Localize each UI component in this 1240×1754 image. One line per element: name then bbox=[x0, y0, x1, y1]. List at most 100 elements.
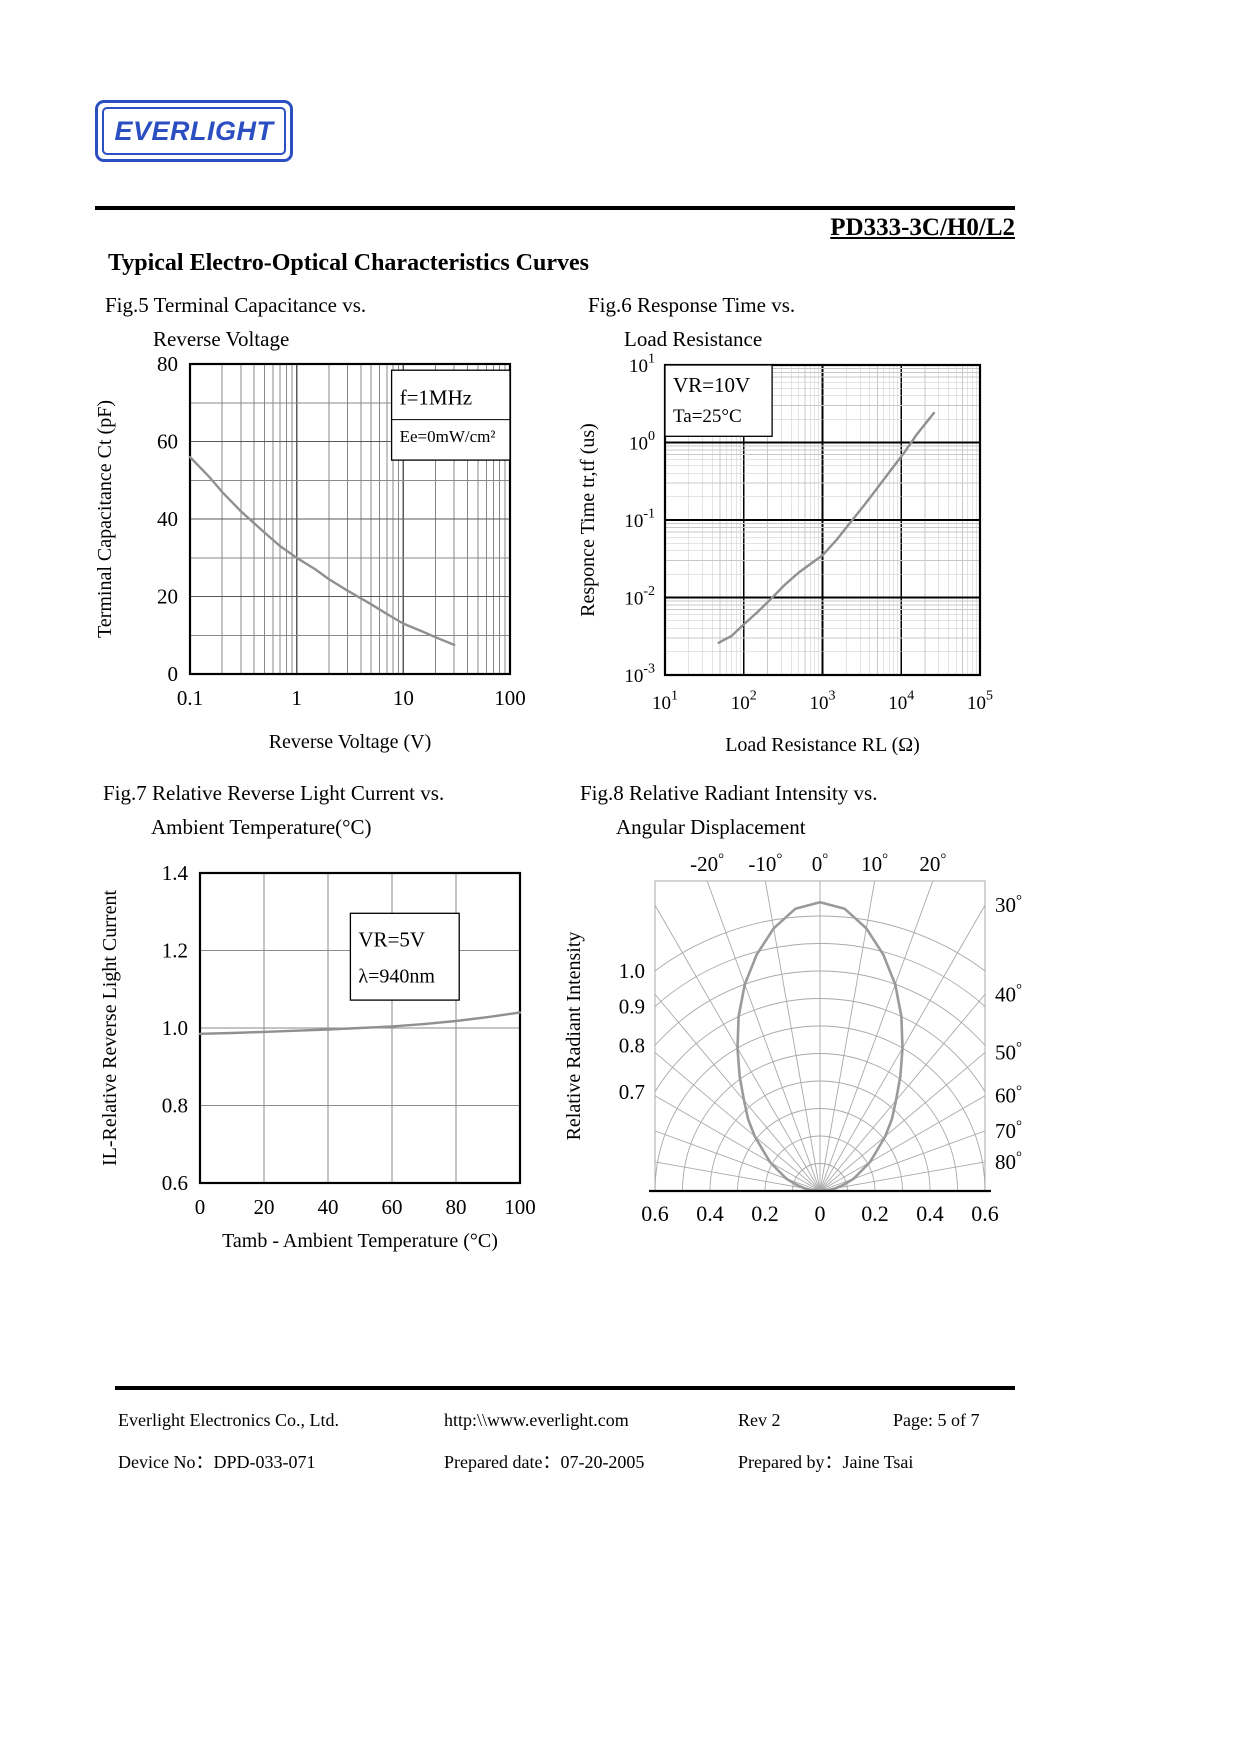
svg-text:-20°: -20° bbox=[690, 852, 724, 876]
svg-text:105: 105 bbox=[967, 689, 993, 715]
header-rule bbox=[95, 206, 1015, 210]
svg-text:80°: 80° bbox=[995, 1150, 1022, 1174]
fig6-response-time-chart: VR=10V Ta=25°C 101 102 103 104 105 10-3 10-2 10-1… bbox=[577, 352, 993, 757]
plot-frame bbox=[663, 363, 982, 677]
annotation-text: Ta=25°C bbox=[673, 406, 742, 427]
svg-text:60°: 60° bbox=[995, 1083, 1022, 1107]
everlight-logo: EVERLIGHT bbox=[95, 100, 293, 162]
x-tick-label: 0 bbox=[195, 1195, 206, 1219]
footer-device-no: Device No：DPD-033-071 bbox=[118, 1452, 316, 1472]
y-tick-label: 0.6 bbox=[162, 1171, 188, 1195]
annotation-text: f=1MHz bbox=[400, 385, 473, 409]
radial-tick-label: 0.9 bbox=[619, 995, 645, 1019]
y-tick-label: 60 bbox=[157, 430, 178, 454]
response-time-curve bbox=[717, 411, 936, 644]
bottom-scale-label: 0.6 bbox=[641, 1201, 669, 1226]
svg-text:50°: 50° bbox=[995, 1040, 1022, 1064]
fig5-caption-line1: Fig.5 Terminal Capacitance vs. bbox=[105, 293, 367, 317]
polar-grid bbox=[655, 881, 985, 1191]
annotation-text: λ=940nm bbox=[358, 966, 435, 988]
y-tick-label: 1.4 bbox=[162, 861, 189, 885]
x-axis-label: Tamb - Ambient Temperature (°C) bbox=[222, 1230, 498, 1252]
fig5-caption: Fig.5 Terminal Capacitance vs. Reverse V… bbox=[105, 288, 366, 356]
svg-text:103: 103 bbox=[810, 689, 836, 715]
relative-reverse-light-current-curve bbox=[198, 1011, 522, 1036]
fig6-caption: Fig.6 Response Time vs. Load Resistance bbox=[588, 288, 795, 356]
fig5-caption-line2: Reverse Voltage bbox=[153, 327, 290, 351]
section-title: Typical Electro-Optical Characteristics … bbox=[108, 250, 590, 276]
y-tick-label: 20 bbox=[157, 585, 178, 609]
svg-text:101: 101 bbox=[629, 352, 655, 378]
bottom-scale-label: 0.4 bbox=[696, 1201, 724, 1226]
y-axis-label: Relative Radiant Intensity bbox=[563, 932, 585, 1141]
svg-text:0°: 0° bbox=[812, 852, 829, 876]
svg-text:104: 104 bbox=[888, 689, 914, 715]
svg-text:102: 102 bbox=[731, 689, 757, 715]
bottom-scale-label: 0 bbox=[815, 1201, 826, 1226]
fig7-caption-line2: Ambient Temperature(°C) bbox=[151, 815, 372, 839]
fig8-caption: Fig.8 Relative Radiant Intensity vs. Ang… bbox=[580, 776, 877, 844]
radial-tick-label: 0.7 bbox=[619, 1080, 645, 1104]
x-axis-label: Load Resistance RL (Ω) bbox=[725, 734, 920, 756]
footer-prepared-by: Prepared by：Jaine Tsai bbox=[738, 1452, 914, 1472]
y-tick-label: 0 bbox=[168, 662, 179, 686]
footer-prepared-date: Prepared date：07-20-2005 bbox=[444, 1452, 645, 1472]
annotation-text: VR=10V bbox=[673, 373, 750, 397]
bottom-scale-label: 0.4 bbox=[916, 1201, 944, 1226]
footer-company: Everlight Electronics Co., Ltd. bbox=[118, 1410, 339, 1430]
plot-frame bbox=[188, 362, 512, 676]
svg-text:10°: 10° bbox=[861, 852, 888, 876]
fig6-caption-line1: Fig.6 Response Time vs. bbox=[588, 293, 796, 317]
y-axis-label: IL-Relative Reverse Light Current bbox=[99, 890, 121, 1166]
x-tick-label: 1 bbox=[291, 686, 302, 710]
y-tick-label: 80 bbox=[157, 352, 178, 376]
bottom-scale-label: 0.2 bbox=[861, 1201, 889, 1226]
terminal-capacitance-curve bbox=[188, 455, 456, 647]
svg-text:10-2: 10-2 bbox=[624, 584, 655, 610]
radiation-pattern-curve bbox=[736, 901, 904, 1191]
bottom-scale-label: 0.6 bbox=[971, 1201, 999, 1226]
x-tick-label: 10 bbox=[393, 686, 414, 710]
y-axis-label: Responce Time tr,tf (us) bbox=[577, 423, 599, 617]
y-tick-label: 1.0 bbox=[162, 1016, 188, 1040]
annotation-box bbox=[664, 364, 773, 437]
svg-text:40°: 40° bbox=[995, 982, 1022, 1006]
svg-text:100: 100 bbox=[629, 429, 655, 455]
x-tick-label: 100 bbox=[504, 1195, 536, 1219]
svg-text:101: 101 bbox=[652, 689, 678, 715]
fig5-terminal-capacitance-chart: f=1MHz Ee=0mW/cm² 0.1 1 10 100 0 20 40 60 80 Revers… bbox=[94, 352, 526, 753]
y-tick-label: 1.2 bbox=[162, 939, 188, 963]
part-number: PD333-3C/H0/L2 bbox=[830, 214, 1015, 241]
bottom-scale-label: 0.2 bbox=[751, 1201, 779, 1226]
annotation-text: Ee=0mW/cm² bbox=[400, 427, 496, 446]
radial-tick-label: 0.8 bbox=[619, 1033, 645, 1057]
radial-tick-label: 1.0 bbox=[619, 959, 645, 983]
y-tick-label: 0.8 bbox=[162, 1094, 188, 1118]
svg-text:10-3: 10-3 bbox=[624, 662, 655, 688]
svg-text:-10°: -10° bbox=[748, 852, 782, 876]
plot-frame bbox=[198, 871, 522, 1185]
everlight-logo-frame: EVERLIGHT bbox=[102, 107, 286, 155]
x-tick-label: 20 bbox=[254, 1195, 275, 1219]
svg-text:70°: 70° bbox=[995, 1119, 1022, 1143]
fig7-caption: Fig.7 Relative Reverse Light Current vs.… bbox=[103, 776, 444, 844]
footer-revision: Rev 2 bbox=[738, 1410, 781, 1430]
x-tick-label: 80 bbox=[446, 1195, 467, 1219]
annotation-box bbox=[349, 912, 460, 1001]
fig8-radiant-intensity-polar-chart: -20° -10° 0° 10° 20° 30° 40° 50° 60° 70° 80° 1.0 0.9… bbox=[563, 852, 1022, 1226]
svg-text:30°: 30° bbox=[995, 893, 1022, 917]
svg-text:20°: 20° bbox=[919, 852, 946, 876]
x-axis-label: Reverse Voltage (V) bbox=[269, 731, 432, 753]
x-tick-label: 100 bbox=[494, 686, 526, 710]
x-tick-label: 0.1 bbox=[177, 686, 203, 710]
annotation-text: VR=5V bbox=[358, 927, 425, 951]
footer-url: http:\\www.everlight.com bbox=[444, 1410, 629, 1430]
fig6-caption-line2: Load Resistance bbox=[624, 327, 763, 351]
footer-rule bbox=[115, 1386, 1015, 1390]
everlight-logo-text: EVERLIGHT bbox=[114, 115, 274, 146]
fig8-caption-line2: Angular Displacement bbox=[616, 815, 806, 839]
fig7-caption-line1: Fig.7 Relative Reverse Light Current vs. bbox=[103, 781, 445, 805]
annotation-box bbox=[390, 369, 511, 461]
y-tick-label: 40 bbox=[157, 507, 178, 531]
